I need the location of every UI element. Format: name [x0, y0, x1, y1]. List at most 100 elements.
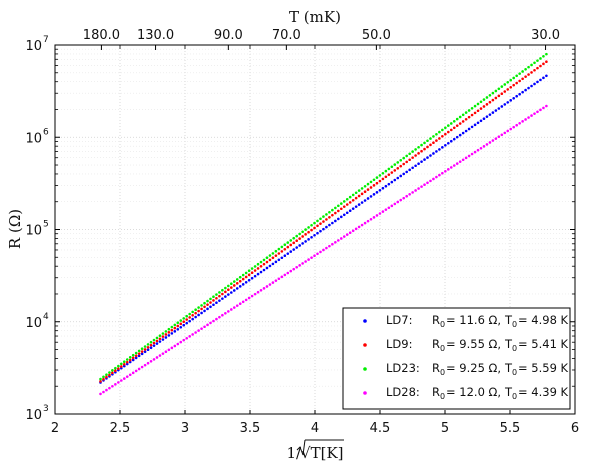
data-point [464, 111, 468, 114]
data-point [357, 194, 361, 198]
data-point [250, 276, 254, 280]
data-point [536, 59, 539, 62]
data-point [295, 239, 299, 243]
data-point [429, 179, 432, 183]
data-point [244, 275, 248, 279]
legend-r-value: = 9.55 Ω, [446, 337, 501, 351]
data-point [447, 130, 450, 134]
series-ld23 [99, 52, 548, 381]
data-point [432, 135, 435, 138]
y-tick-label-exponent: 3 [43, 404, 49, 414]
data-point [128, 356, 132, 359]
data-point [432, 152, 435, 155]
legend-series-name: LD7: [386, 313, 412, 327]
data-point [455, 117, 459, 121]
data-point [176, 324, 180, 328]
data-point [122, 360, 126, 364]
data-point [524, 118, 527, 121]
y-tick-label-base: 10 [25, 316, 42, 331]
y-tick-label-base: 10 [25, 131, 42, 146]
data-point [238, 285, 242, 288]
data-point [357, 225, 361, 229]
data-point [378, 188, 382, 192]
data-point [458, 115, 462, 119]
data-point [188, 316, 191, 319]
data-point [134, 369, 138, 373]
data-point [244, 280, 248, 284]
data-point [283, 243, 287, 247]
x-tick-label: 5 [441, 421, 449, 436]
data-point [378, 174, 382, 177]
data-point [191, 317, 194, 321]
data-point [345, 203, 349, 206]
data-point [108, 386, 111, 390]
data-point [143, 348, 147, 351]
data-point [345, 211, 349, 215]
data-point [331, 208, 334, 212]
data-point [494, 109, 498, 112]
data-point [455, 162, 459, 165]
data-point [283, 273, 287, 277]
data-point [203, 305, 206, 309]
data-point [111, 369, 114, 372]
data-point [232, 289, 236, 292]
data-point [325, 213, 328, 216]
data-point [212, 295, 215, 299]
data-point [539, 57, 542, 60]
data-point [545, 52, 548, 56]
legend-t-subscript: 0 [512, 320, 517, 329]
data-point [232, 306, 236, 309]
data-point [458, 160, 462, 163]
data-point [188, 335, 191, 338]
data-point [271, 252, 275, 255]
data-point [476, 109, 480, 113]
data-point [518, 121, 521, 125]
data-point [111, 371, 114, 375]
data-point [161, 352, 165, 355]
data-point [351, 229, 355, 233]
data-point [420, 149, 423, 153]
data-point [310, 236, 313, 239]
data-series [99, 52, 548, 396]
data-point [212, 299, 215, 302]
data-point [120, 379, 123, 382]
data-point [449, 139, 453, 143]
data-point [363, 190, 367, 194]
data-point [491, 91, 495, 95]
data-point [485, 103, 489, 106]
data-point [447, 124, 450, 127]
data-point [167, 327, 171, 331]
data-point [167, 331, 171, 334]
data-point [331, 242, 334, 246]
x-tick-label: 6 [571, 421, 579, 436]
data-point [137, 352, 141, 355]
data-point [128, 373, 132, 377]
x-tick-label: 4.5 [370, 421, 391, 436]
data-point [218, 294, 221, 298]
data-point [366, 182, 370, 186]
data-point [292, 236, 296, 240]
data-point [122, 364, 126, 368]
data-point [423, 158, 426, 161]
legend-series-name: LD23: [386, 361, 420, 375]
data-point [369, 217, 373, 221]
data-point [230, 286, 233, 289]
legend-t-value: = 5.41 K [518, 337, 569, 351]
data-point [360, 187, 364, 190]
data-point [221, 288, 224, 292]
x-tick-label: 3.5 [240, 421, 261, 436]
data-point [521, 70, 524, 73]
data-point [203, 301, 206, 305]
data-point [447, 141, 450, 145]
data-point [114, 369, 117, 373]
data-point [328, 244, 331, 248]
data-point [307, 230, 310, 234]
data-point [224, 312, 227, 315]
data-point [366, 188, 370, 191]
data-point [131, 356, 135, 360]
legend-marker-ld23 [363, 367, 367, 371]
data-point [310, 256, 313, 259]
data-point [393, 169, 397, 172]
data-point [369, 180, 373, 184]
data-point [322, 248, 325, 252]
